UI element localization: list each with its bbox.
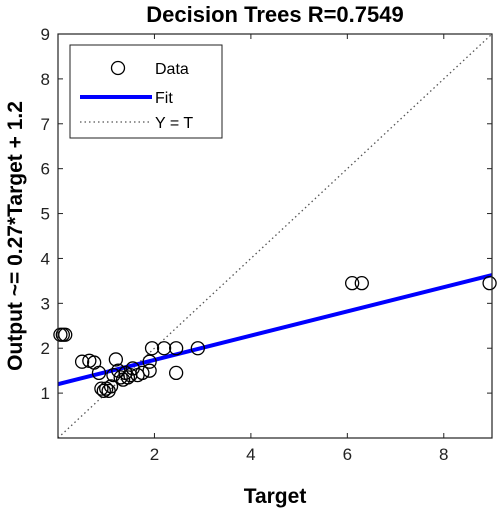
chart-title: Decision Trees R=0.7549 (146, 2, 403, 27)
data-point (108, 352, 124, 367)
data-point (103, 379, 119, 394)
x-axis-label: Target (244, 485, 307, 508)
y-tick-label: 8 (41, 70, 50, 89)
data-point (142, 363, 157, 378)
fit-line (57, 273, 493, 387)
data-point (91, 365, 107, 381)
data-point (135, 365, 150, 381)
x-tick-label: 2 (150, 445, 159, 464)
data-point (168, 341, 184, 356)
data-point (120, 370, 136, 385)
data-point (190, 341, 205, 356)
data-point (94, 381, 109, 396)
data-point (58, 327, 73, 342)
x-axis-ticks: 2 4 6 8 (150, 34, 449, 464)
data-point (354, 275, 369, 291)
data-point (345, 275, 360, 291)
legend-box (69, 44, 223, 139)
y-axis-label: Output ~= 0.27*Target + 1.2 (4, 101, 27, 371)
y-tick-label: 2 (41, 339, 50, 358)
x-tick-label: 8 (439, 445, 448, 464)
legend-data-label: Data (155, 61, 189, 78)
data-points (53, 275, 497, 399)
x-tick-label: 6 (343, 445, 352, 464)
y-tick-label: 9 (41, 25, 50, 44)
data-point (142, 354, 157, 369)
legend-fit-label: Fit (155, 90, 173, 107)
data-point (144, 341, 160, 356)
legend: Data Fit Y = T (69, 44, 223, 139)
legend-data-marker (110, 60, 126, 76)
y-tick-label: 3 (41, 294, 50, 313)
y-axis-ticks: 1 2 3 4 5 6 7 8 9 (41, 25, 492, 403)
y-tick-label: 6 (41, 160, 50, 179)
x-tick-label: 4 (246, 445, 255, 464)
y-tick-label: 5 (41, 205, 50, 224)
y-tick-label: 7 (41, 115, 50, 134)
data-point (113, 370, 128, 385)
data-point (168, 365, 184, 381)
y-tick-label: 1 (41, 384, 50, 403)
data-point (482, 275, 497, 291)
legend-identity-label: Y = T (155, 115, 193, 132)
data-point (96, 383, 111, 399)
data-point (156, 341, 172, 356)
plot-frame (57, 33, 493, 439)
data-point (74, 354, 90, 369)
y-tick-label: 4 (41, 249, 50, 268)
